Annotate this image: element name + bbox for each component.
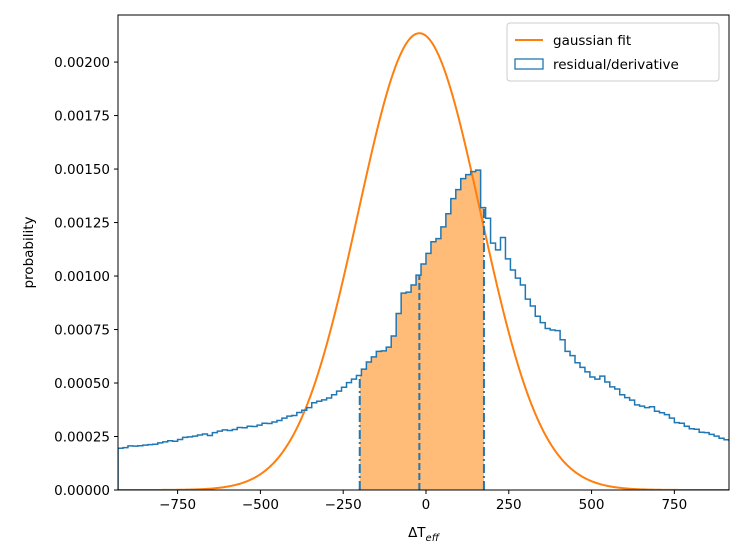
y-tick-label: 0.00000: [54, 483, 110, 499]
x-axis-label: ΔTeff: [408, 525, 441, 544]
x-axis-label-subscript: eff: [426, 533, 441, 544]
x-tick-label: 0: [422, 497, 431, 513]
x-tick-label: 250: [496, 497, 522, 513]
x-axis: −750 −500 −250 0 250 500 750: [159, 490, 687, 513]
y-axis: 0.00000 0.00025 0.00050 0.00075 0.00100 0.001…: [54, 55, 118, 499]
y-tick-label: 0.00050: [54, 376, 110, 392]
x-tick-label: −750: [159, 497, 196, 513]
gaussian-fit-line: [118, 32, 729, 490]
legend-label: gaussian fit: [553, 33, 631, 49]
legend-patch-swatch: [514, 58, 544, 70]
y-tick-label: 0.00125: [54, 216, 110, 232]
x-tick-label: −250: [325, 497, 362, 513]
x-tick-label: 500: [579, 497, 605, 513]
legend-label: residual/derivative: [553, 57, 679, 73]
y-tick-label: 0.00200: [54, 55, 110, 71]
y-tick-label: 0.00150: [54, 162, 110, 178]
y-tick-label: 0.00175: [54, 109, 110, 125]
y-tick-label: 0.00075: [54, 323, 110, 339]
plot-frame: [117, 14, 730, 491]
legend-box: [506, 22, 720, 82]
y-tick-label: 0.00025: [54, 430, 110, 446]
x-tick-label: 750: [661, 497, 687, 513]
legend: gaussian fit residual/derivative: [506, 22, 720, 82]
y-tick-label: 0.00100: [54, 269, 110, 285]
shaded-interval: [359, 170, 484, 490]
x-axis-label-main: ΔT: [408, 525, 426, 541]
y-axis-label: probability: [21, 216, 37, 288]
histogram-steps: [118, 169, 729, 490]
x-tick-label: −500: [242, 497, 279, 513]
